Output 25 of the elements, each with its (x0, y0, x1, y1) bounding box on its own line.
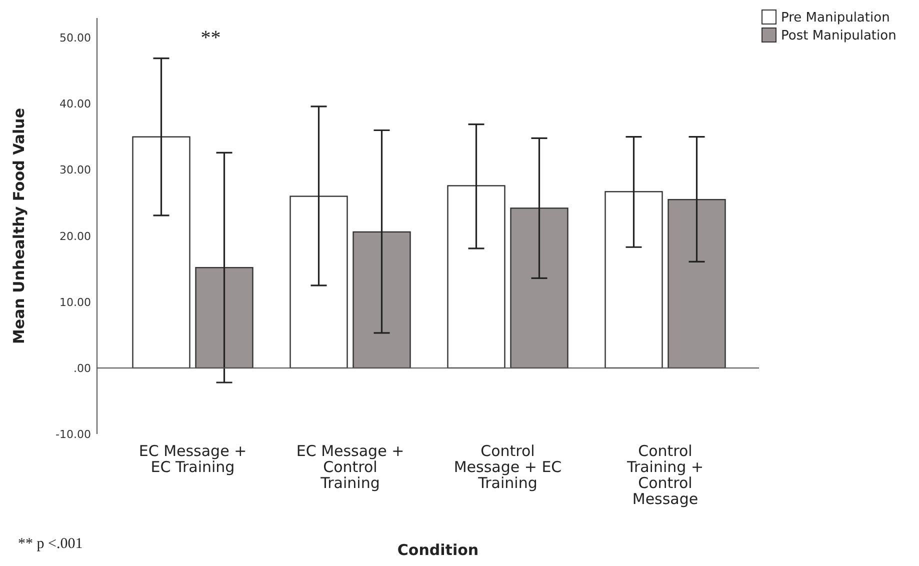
y-tick-label: 40.00 (60, 98, 91, 111)
y-tick-label: 10.00 (60, 296, 91, 309)
x-axis-title: Condition (397, 541, 479, 559)
bar (604, 191, 663, 369)
y-tick-label: 30.00 (60, 164, 91, 177)
y-axis-title: Mean Unhealthy Food Value (10, 108, 28, 344)
y-tick-label: .00 (74, 362, 91, 375)
y-tick-label: 20.00 (60, 230, 91, 243)
y-tick-label: 50.00 (60, 32, 91, 45)
bar (447, 185, 506, 369)
x-tick-label: EC Message + Control Training (296, 442, 404, 492)
bar (132, 136, 190, 369)
bar (195, 267, 254, 369)
bar (668, 198, 726, 369)
annotation: ** (200, 27, 221, 49)
bar (352, 231, 411, 369)
y-tick-label: -10.00 (56, 428, 91, 441)
x-tick-label: Control Message + EC Training (454, 442, 562, 492)
x-tick-label: EC Message + EC Training (138, 442, 247, 476)
legend-label: Post Manipulation (781, 28, 896, 44)
bar (510, 208, 568, 369)
bar (290, 196, 348, 369)
legend-label: Pre Manipulation (781, 10, 890, 26)
x-tick-label: Control Training + Control Message (626, 442, 704, 508)
text: ** p <.001 (18, 536, 83, 552)
